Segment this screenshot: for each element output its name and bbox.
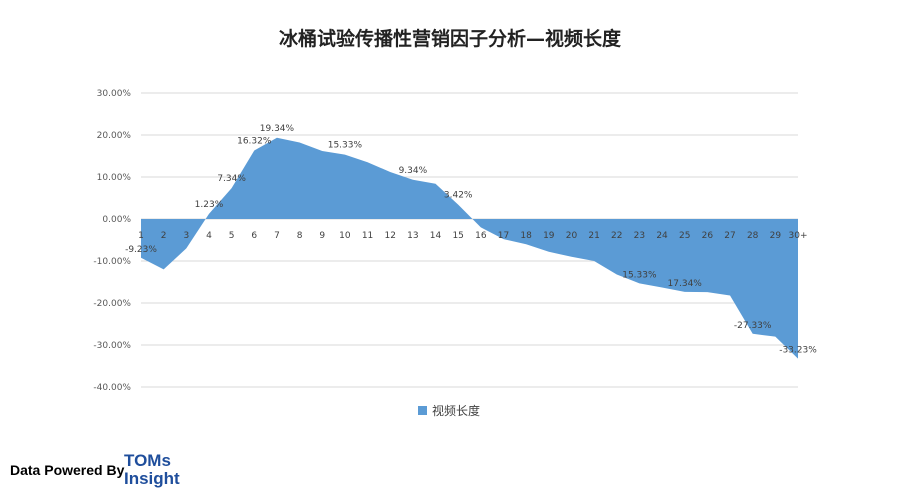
x-tick-label: 23	[634, 231, 645, 241]
x-tick-label: 12	[384, 231, 395, 241]
legend-label: 视频长度	[432, 403, 480, 418]
x-tick-label: 2	[161, 231, 167, 241]
data-label: 19.34%	[260, 124, 295, 134]
data-label: 15.33%	[328, 141, 363, 151]
x-tick-label: 4	[206, 231, 212, 241]
x-tick-label: 18	[520, 231, 532, 241]
x-tick-label: 24	[656, 231, 668, 241]
x-tick-label: 11	[362, 231, 373, 241]
y-tick-label: -30.00%	[93, 341, 131, 351]
x-tick-label: 27	[724, 231, 735, 241]
legend-swatch	[418, 406, 427, 415]
x-tick-label: 14	[430, 231, 442, 241]
chart-title: 冰桶试验传播性营销因子分析—视频长度	[278, 28, 621, 50]
toms-insight-logo: TOMs Insight	[124, 452, 180, 488]
x-tick-label: 13	[407, 231, 418, 241]
area-series-video-length	[141, 137, 798, 359]
data-label: -27.33%	[734, 321, 772, 331]
y-tick-label: -10.00%	[93, 257, 131, 267]
x-tick-label: 28	[747, 231, 759, 241]
y-tick-label: 0.00%	[102, 215, 131, 225]
x-tick-label: 26	[702, 231, 714, 241]
x-tick-label: 5	[229, 231, 235, 241]
data-label: -9.23%	[125, 245, 157, 255]
data-label: 7.34%	[217, 174, 246, 184]
x-tick-label: 20	[566, 231, 578, 241]
x-tick-label: 6	[251, 231, 257, 241]
x-tick-label: 21	[588, 231, 599, 241]
x-tick-label: 10	[339, 231, 351, 241]
data-label: 9.34%	[399, 166, 428, 176]
data-powered-by-label: Data Powered By	[10, 462, 125, 478]
x-tick-label: 15	[452, 231, 463, 241]
x-tick-label: 29	[770, 231, 782, 241]
x-tick-label: 25	[679, 231, 690, 241]
x-tick-label: 8	[297, 231, 303, 241]
data-label: 16.32%	[237, 136, 272, 146]
data-label: 17.34%	[668, 279, 703, 289]
y-tick-label: 30.00%	[97, 89, 132, 99]
x-tick-label: 7	[274, 231, 280, 241]
y-tick-label: -20.00%	[93, 299, 131, 309]
x-tick-label: 22	[611, 231, 622, 241]
y-tick-label: 20.00%	[97, 131, 132, 141]
x-tick-label: 16	[475, 231, 487, 241]
x-tick-label: 19	[543, 231, 555, 241]
x-tick-label: 9	[319, 231, 325, 241]
y-tick-label: -40.00%	[93, 383, 131, 393]
x-tick-label: 17	[498, 231, 509, 241]
brand-line-2: Insight	[124, 469, 180, 488]
x-tick-label: 1	[138, 231, 144, 241]
data-label: 3.42%	[444, 191, 473, 201]
brand-line-1: TOMs	[124, 451, 171, 470]
data-label: 1.23%	[195, 200, 224, 210]
data-label: -33.23%	[779, 346, 817, 356]
data-label: 15.33%	[622, 270, 657, 280]
x-tick-label: 30+	[789, 231, 808, 241]
y-tick-label: 10.00%	[97, 173, 132, 183]
x-tick-label: 3	[183, 231, 189, 241]
